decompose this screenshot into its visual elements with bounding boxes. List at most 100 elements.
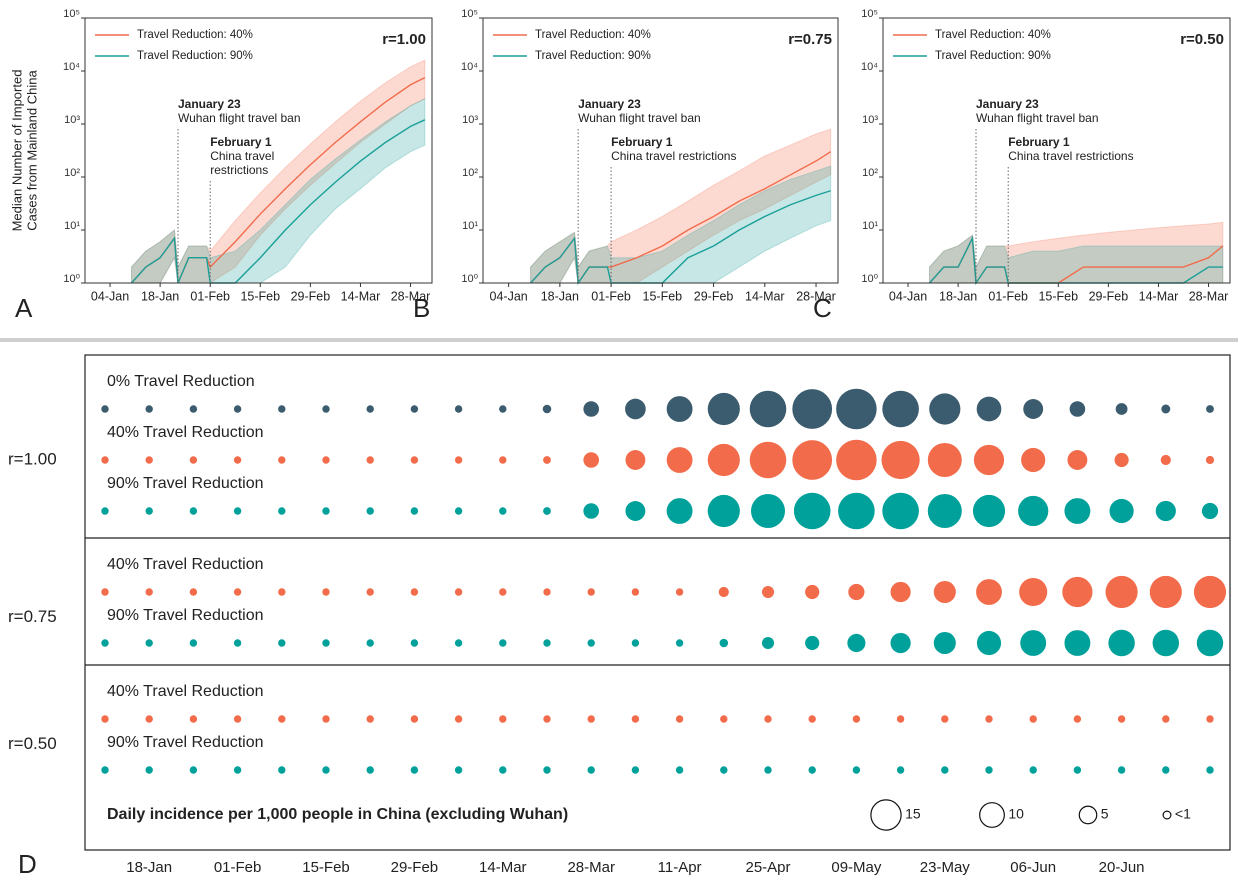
bubble <box>1117 715 1126 723</box>
legend-label: Travel Reduction: 90% <box>137 50 253 62</box>
bubble <box>890 632 911 654</box>
bubble <box>882 390 919 428</box>
y-tick-label: 10⁴ <box>461 61 478 73</box>
bubble <box>929 393 961 425</box>
bubble <box>101 639 109 647</box>
x-tick-label: 14-Mar <box>341 289 381 303</box>
bubble <box>927 494 962 528</box>
y-tick-label: 10² <box>64 167 80 179</box>
y-axis-label: Cases from Mainland China <box>24 70 39 231</box>
bubble <box>410 507 419 515</box>
bubble <box>1105 575 1138 609</box>
group-label: r=0.50 <box>8 734 57 753</box>
event-title: February 1 <box>1008 135 1070 149</box>
bubble <box>322 405 330 413</box>
bubble <box>454 766 463 774</box>
bubble <box>587 715 595 723</box>
bubble <box>1160 454 1171 466</box>
bubble <box>1114 452 1129 468</box>
bubble <box>1162 715 1170 723</box>
bubble <box>1018 495 1049 527</box>
bubble <box>882 492 919 530</box>
bubble <box>1161 404 1171 414</box>
bubble <box>761 636 775 650</box>
bubble <box>145 507 153 515</box>
bubble <box>189 715 198 723</box>
bubble <box>101 405 109 413</box>
bubble <box>838 492 875 530</box>
bubble <box>101 507 109 515</box>
bubble <box>322 639 330 647</box>
x-tick-label: 04-Jan <box>490 289 528 303</box>
bubble <box>499 639 507 647</box>
y-tick-label: 10¹ <box>462 220 478 232</box>
bubble <box>278 507 286 515</box>
bubble <box>927 443 962 477</box>
bubble <box>1162 766 1170 774</box>
y-tick-label: 10⁴ <box>63 61 80 73</box>
y-tick-label: 10⁵ <box>63 8 80 20</box>
bubble <box>976 630 1002 656</box>
x-tick-label: 28-Mar <box>796 289 836 303</box>
plot-frame <box>882 17 1231 284</box>
bubble <box>836 439 877 481</box>
row-label: 40% Travel Reduction <box>107 556 264 573</box>
bubble <box>322 715 330 723</box>
bubble <box>761 585 775 599</box>
bubble <box>583 503 599 519</box>
bubble <box>1067 450 1088 470</box>
bubble <box>145 588 153 596</box>
bubble <box>881 440 920 480</box>
bubble <box>718 586 729 598</box>
legend-label: Travel Reduction: 90% <box>535 50 651 62</box>
bubble <box>366 456 374 464</box>
bubble <box>1021 447 1046 473</box>
bubble <box>625 450 646 470</box>
bubble <box>1062 576 1093 608</box>
size-legend-circle <box>870 799 902 831</box>
x-tick-label: 15-Feb <box>1038 289 1078 303</box>
y-tick-label: 10⁴ <box>861 61 878 73</box>
bubble <box>1019 577 1048 607</box>
bubble <box>145 766 153 774</box>
x-tick-label: 18-Jan <box>126 859 172 876</box>
bubble <box>631 639 640 647</box>
event-title: February 1 <box>210 135 272 149</box>
bubble <box>233 588 242 596</box>
x-tick-label: 28-Mar <box>1189 289 1229 303</box>
bubble <box>1108 629 1135 657</box>
bubble <box>847 633 866 653</box>
x-tick-label: 15-Feb <box>302 859 350 876</box>
x-tick-label: 04-Jan <box>91 289 129 303</box>
bubble <box>764 766 772 774</box>
bubble <box>1064 630 1091 656</box>
bubble <box>587 588 595 596</box>
bubble <box>499 456 507 464</box>
bubble <box>543 766 551 774</box>
bubble <box>233 456 242 464</box>
group-label: r=0.75 <box>8 607 57 626</box>
bubble <box>1064 498 1091 524</box>
panel-letter: B <box>413 293 430 323</box>
bubble <box>719 638 729 648</box>
bubble <box>189 507 198 515</box>
bubble <box>410 766 419 774</box>
x-tick-label: 01-Feb <box>214 859 262 876</box>
plot-frame <box>482 17 839 284</box>
x-tick-label: 29-Feb <box>694 289 734 303</box>
x-tick-label: 14-Mar <box>479 859 527 876</box>
y-tick-label: 10⁵ <box>861 8 878 20</box>
bubble <box>848 583 865 601</box>
bubble <box>973 444 1005 476</box>
bubble <box>366 639 374 647</box>
bubble <box>749 441 787 479</box>
bubble <box>145 715 153 723</box>
bubble <box>543 456 551 464</box>
size-legend-title: Daily incidence per 1,000 people in Chin… <box>107 806 568 823</box>
x-tick-label: 01-Feb <box>988 289 1028 303</box>
bubble <box>631 715 640 723</box>
bubble <box>1115 403 1128 415</box>
bubble <box>583 452 599 468</box>
row-label: 90% Travel Reduction <box>107 475 264 492</box>
